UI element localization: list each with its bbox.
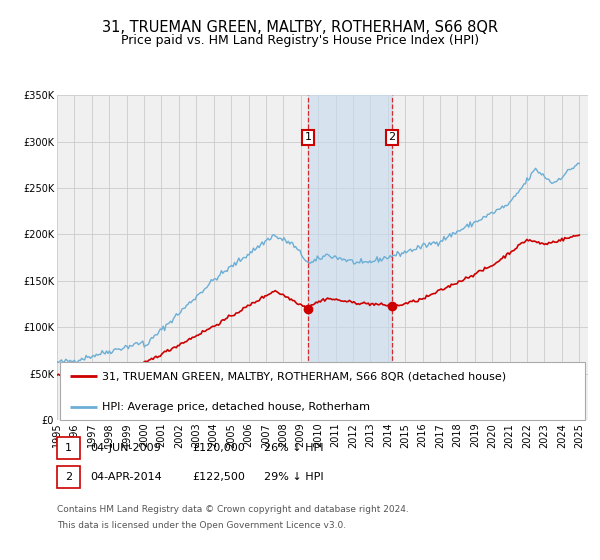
Text: 04-JUN-2009: 04-JUN-2009 <box>90 443 161 453</box>
Text: 2: 2 <box>65 472 72 482</box>
Text: 31, TRUEMAN GREEN, MALTBY, ROTHERHAM, S66 8QR (detached house): 31, TRUEMAN GREEN, MALTBY, ROTHERHAM, S6… <box>102 371 506 381</box>
Text: HPI: Average price, detached house, Rotherham: HPI: Average price, detached house, Roth… <box>102 402 370 412</box>
Text: 29% ↓ HPI: 29% ↓ HPI <box>264 472 323 482</box>
Text: 26% ↓ HPI: 26% ↓ HPI <box>264 443 323 453</box>
Text: Contains HM Land Registry data © Crown copyright and database right 2024.: Contains HM Land Registry data © Crown c… <box>57 505 409 514</box>
Text: Price paid vs. HM Land Registry's House Price Index (HPI): Price paid vs. HM Land Registry's House … <box>121 34 479 46</box>
Text: 2: 2 <box>389 132 396 142</box>
Bar <box>308 95 392 420</box>
Text: 04-APR-2014: 04-APR-2014 <box>90 472 162 482</box>
Text: £122,500: £122,500 <box>192 472 245 482</box>
Text: 31, TRUEMAN GREEN, MALTBY, ROTHERHAM, S66 8QR: 31, TRUEMAN GREEN, MALTBY, ROTHERHAM, S6… <box>102 20 498 35</box>
Text: £120,000: £120,000 <box>192 443 245 453</box>
Text: 1: 1 <box>305 132 311 142</box>
Text: This data is licensed under the Open Government Licence v3.0.: This data is licensed under the Open Gov… <box>57 521 346 530</box>
Text: 1: 1 <box>65 443 72 453</box>
FancyBboxPatch shape <box>59 362 586 419</box>
